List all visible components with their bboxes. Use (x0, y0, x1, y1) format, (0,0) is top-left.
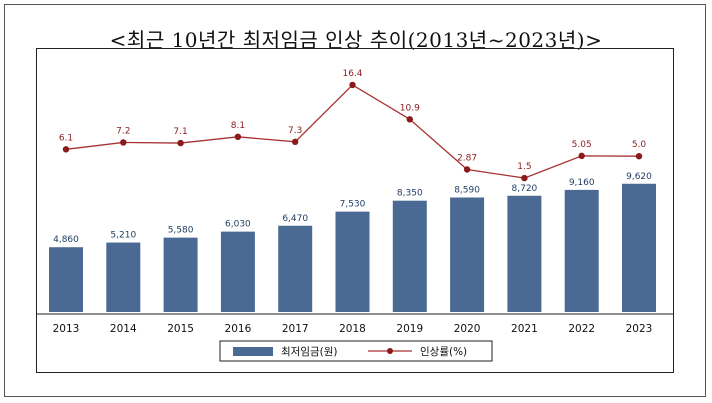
bar-2016 (220, 231, 255, 312)
x-tick-2021: 2021 (511, 323, 538, 335)
bar-2017 (278, 225, 313, 312)
rate-point-2020 (463, 166, 471, 173)
x-tick-2013: 2013 (53, 323, 80, 335)
bar-2020 (450, 197, 485, 312)
bar-label-2023: 9,620 (626, 172, 652, 182)
rate-point-2022 (578, 152, 585, 160)
rate-point-2021 (521, 174, 528, 182)
rate-point-2019 (406, 116, 413, 123)
x-tick-2020: 2020 (454, 323, 481, 335)
bar-2013 (49, 247, 83, 312)
chart-frame (36, 48, 674, 373)
rate-label-2023: 5.0 (632, 140, 647, 150)
rate-point-2013 (62, 146, 70, 153)
rate-label-2021: 1.5 (517, 162, 531, 172)
rate-label-2020: 2.87 (457, 154, 477, 164)
rate-label-2018: 16.4 (342, 69, 362, 79)
rate-point-2017 (292, 138, 299, 146)
x-tick-2016: 2016 (225, 323, 252, 335)
bar-2021 (507, 195, 542, 312)
x-tick-2014: 2014 (110, 323, 137, 335)
rate-label-2019: 10.9 (400, 103, 420, 113)
rate-point-2014 (120, 139, 127, 146)
legend-box (219, 340, 493, 362)
rate-point-2023 (635, 152, 643, 160)
rate-label-2017: 7.3 (288, 126, 302, 136)
rate-label-2016: 8.1 (231, 121, 245, 131)
rate-point-2015 (177, 139, 184, 147)
bar-label-2019: 8,350 (397, 189, 423, 199)
bar-label-2014: 5,210 (110, 231, 136, 241)
x-tick-2018: 2018 (339, 323, 366, 335)
legend-bar-label: 최저임금(원) (281, 345, 338, 358)
bar-2014 (106, 242, 141, 312)
outer-frame (4, 4, 706, 397)
legend-line-marker (387, 348, 393, 354)
x-tick-2023: 2023 (626, 323, 653, 335)
x-tick-2019: 2019 (396, 323, 423, 335)
bar-2019 (392, 200, 427, 312)
rate-label-2013: 6.1 (59, 133, 73, 143)
x-tick-2015: 2015 (167, 323, 194, 335)
rate-label-2022: 5.05 (572, 140, 592, 150)
bar-2015 (163, 237, 198, 312)
x-tick-2017: 2017 (282, 323, 309, 335)
bar-label-2020: 8,590 (454, 185, 480, 195)
rate-line (65, 84, 640, 179)
line-layer: 6.1 7.2 7.1 8.1 7.3 16.4 10.9 2.87 1.5 5.05 5.0 (59, 69, 647, 182)
legend-line-label: 인상률(%) (420, 346, 467, 358)
x-tick-labels: 2013 2014 2015 2016 2017 2018 2019 2020 2021 2022… (53, 323, 653, 335)
bar-label-2015: 5,580 (168, 226, 194, 236)
rate-label-2014: 7.2 (116, 126, 130, 136)
bar-label-2018: 7,530 (340, 200, 366, 210)
bar-2018 (335, 211, 370, 312)
bars-layer: 4,860 5,210 5,580 6,030 6,470 7,530 8,350 8,590… (49, 172, 656, 312)
bar-2022 (564, 189, 599, 312)
bar-2023 (622, 183, 656, 312)
x-tick-2022: 2022 (568, 323, 595, 335)
legend-bar-swatch (233, 347, 273, 356)
rate-label-2015: 7.1 (173, 127, 187, 137)
rate-point-2016 (234, 133, 242, 141)
bar-label-2022: 9,160 (569, 178, 595, 188)
legend: 최저임금(원) 인상률(%) (219, 340, 493, 362)
rate-point-2018 (349, 81, 356, 89)
bar-label-2017: 6,470 (282, 214, 308, 224)
bar-label-2013: 4,860 (53, 235, 79, 245)
bar-label-2016: 6,030 (225, 220, 251, 230)
bar-label-2021: 8,720 (512, 184, 538, 194)
